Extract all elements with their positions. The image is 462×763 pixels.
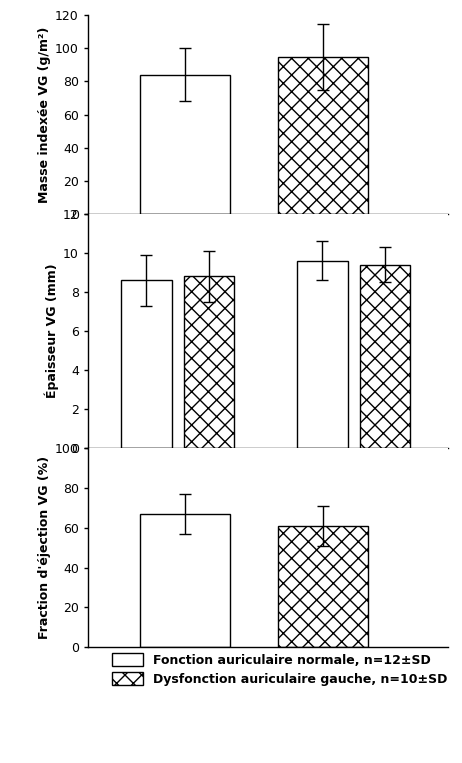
Bar	[278, 526, 369, 647]
Y-axis label: Épaisseur VG (mm): Épaisseur VG (mm)	[44, 264, 59, 398]
Bar	[278, 56, 369, 214]
Bar	[122, 280, 171, 449]
Bar	[140, 514, 230, 647]
Y-axis label: Fraction d'éjection VG (%): Fraction d'éjection VG (%)	[38, 456, 51, 639]
Legend: Fonction auriculaire normale, n=12±SD, Dysfonction auriculaire gauche, n=10±SD: Fonction auriculaire normale, n=12±SD, D…	[112, 653, 448, 686]
Bar	[297, 261, 347, 449]
Bar	[140, 75, 230, 214]
Y-axis label: Masse indexée VG (g/m²): Masse indexée VG (g/m²)	[38, 27, 51, 203]
Bar	[360, 265, 410, 449]
Bar	[184, 276, 234, 449]
